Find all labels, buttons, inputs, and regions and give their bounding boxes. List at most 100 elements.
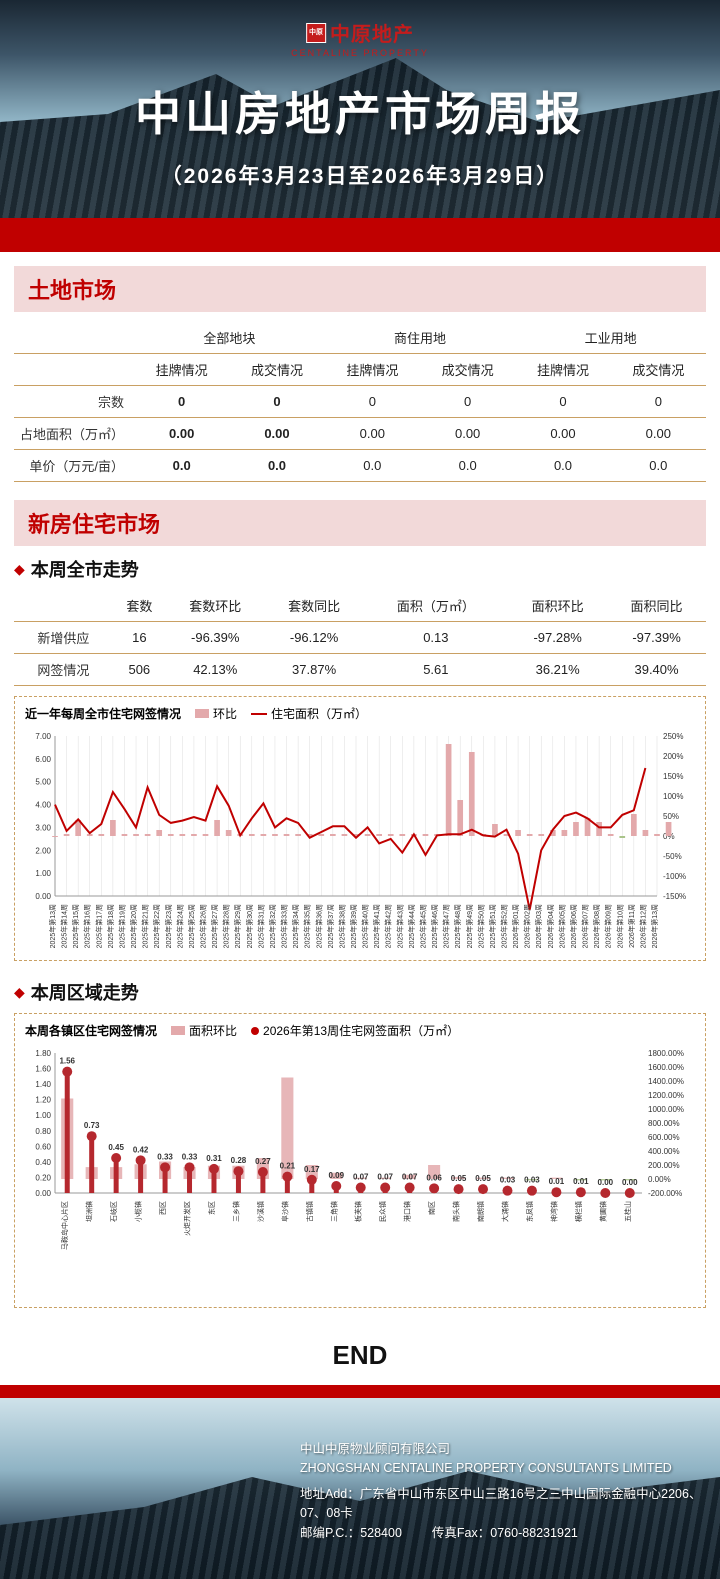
svg-text:0.40: 0.40 <box>35 1158 51 1167</box>
weekly-line-chart-box: 近一年每周全市住宅网签情况 环比 住宅面积（万㎡） 0.00 1.00 2.00 3.… <box>14 696 706 961</box>
svg-text:1.56: 1.56 <box>59 1057 75 1066</box>
wow-legend-swatch <box>195 709 209 718</box>
svg-text:2026年第06周: 2026年第06周 <box>569 904 578 948</box>
svg-text:0.00: 0.00 <box>598 1178 614 1187</box>
svg-text:0.60: 0.60 <box>35 1142 51 1151</box>
svg-text:0.01: 0.01 <box>549 1177 565 1186</box>
svg-text:2025年第48周: 2025年第48周 <box>453 904 462 948</box>
svg-text:0.21: 0.21 <box>280 1162 296 1171</box>
svg-text:西区: 西区 <box>159 1201 167 1215</box>
weekly-line-chart[interactable]: 0.00 1.00 2.00 3.00 4.00 5.00 6.00 7.00 250% 200%… <box>25 726 697 956</box>
svg-text:2025年第49周: 2025年第49周 <box>465 904 474 948</box>
svg-text:2026年第09周: 2026年第09周 <box>604 904 613 948</box>
svg-text:2026年第12周: 2026年第12周 <box>638 904 647 948</box>
svg-text:0.73: 0.73 <box>84 1121 100 1130</box>
svg-text:0.33: 0.33 <box>182 1152 198 1161</box>
area-legend-swatch <box>251 713 267 715</box>
svg-text:横栏镇: 横栏镇 <box>574 1201 583 1222</box>
table-row-signed-status: 网签情况 506 42.13% 37.87% 5.61 36.21% 39.40… <box>14 654 706 686</box>
svg-text:0.17: 0.17 <box>304 1165 320 1174</box>
svg-text:0.20: 0.20 <box>35 1173 51 1182</box>
svg-text:2025年第47周: 2025年第47周 <box>442 904 451 948</box>
end-divider <box>0 1385 720 1398</box>
svg-text:0.28: 0.28 <box>231 1156 247 1165</box>
svg-text:2025年第24周: 2025年第24周 <box>175 904 184 948</box>
svg-text:2025年第31周: 2025年第31周 <box>256 904 265 948</box>
svg-text:0.03: 0.03 <box>524 1176 540 1185</box>
svg-text:古镇镇: 古镇镇 <box>305 1201 314 1222</box>
land-market-title: 土地市场 <box>14 266 706 312</box>
report-header: 中原 中原地产 CENTALINE PROPERTY 中山房地产市场周报 （20… <box>0 0 720 218</box>
svg-text:200%: 200% <box>663 752 683 761</box>
svg-text:2026年第08周: 2026年第08周 <box>592 904 601 948</box>
svg-text:200.00%: 200.00% <box>648 1161 680 1170</box>
header-divider <box>0 218 720 252</box>
table-row-new-supply: 新增供应 16 -96.39% -96.12% 0.13 -97.28% -97… <box>14 622 706 654</box>
svg-text:2025年第13周: 2025年第13周 <box>48 904 57 948</box>
svg-text:0.00: 0.00 <box>35 892 51 901</box>
weekly-trend-heading: ◆ 本周全市走势 <box>14 556 720 582</box>
svg-text:坦洲镇: 坦洲镇 <box>85 1201 94 1222</box>
svg-text:黄圃镇: 黄圃镇 <box>598 1201 607 1222</box>
svg-text:800.00%: 800.00% <box>648 1119 680 1128</box>
svg-text:100%: 100% <box>663 792 683 801</box>
svg-text:5.00: 5.00 <box>35 778 51 787</box>
svg-text:0.05: 0.05 <box>451 1174 467 1183</box>
land-table-row-area: 占地面积（万㎡） 0.00 0.00 0.00 0.00 0.00 0.00 <box>14 418 706 450</box>
svg-text:250%: 250% <box>663 732 683 741</box>
svg-text:0.31: 0.31 <box>206 1154 222 1163</box>
footer-company-info: 中山中原物业顾问有限公司 ZHONGSHAN CENTALINE PROPERT… <box>300 1440 720 1543</box>
svg-text:石岐区: 石岐区 <box>109 1201 118 1222</box>
svg-text:50%: 50% <box>663 812 679 821</box>
svg-text:4.00: 4.00 <box>35 801 51 810</box>
svg-text:2025年第18周: 2025年第18周 <box>106 904 115 948</box>
svg-text:0.00: 0.00 <box>622 1178 638 1187</box>
svg-text:0.01: 0.01 <box>573 1177 589 1186</box>
svg-text:2025年第20周: 2025年第20周 <box>129 904 138 948</box>
svg-text:2026年第13周: 2026年第13周 <box>650 904 659 948</box>
svg-text:2025年第33周: 2025年第33周 <box>280 904 289 948</box>
svg-text:150%: 150% <box>663 772 683 781</box>
svg-text:2025年第46周: 2025年第46周 <box>430 904 439 948</box>
svg-text:6.00: 6.00 <box>35 755 51 764</box>
company-logo: 中原 中原地产 CENTALINE PROPERTY <box>291 18 429 58</box>
svg-text:2026年第01周: 2026年第01周 <box>511 904 520 948</box>
region-trend-heading: ◆ 本周区域走势 <box>14 979 720 1005</box>
svg-text:2025年第42周: 2025年第42周 <box>384 904 393 948</box>
svg-text:0.27: 0.27 <box>255 1157 271 1166</box>
svg-text:2026年第11周: 2026年第11周 <box>627 904 636 948</box>
svg-text:2025年第38周: 2025年第38周 <box>337 904 346 948</box>
line-chart-legend: 近一年每周全市住宅网签情况 环比 住宅面积（万㎡） <box>25 705 695 722</box>
svg-text:2025年第35周: 2025年第35周 <box>303 904 312 948</box>
svg-text:板芙镇: 板芙镇 <box>354 1201 363 1222</box>
region-bar-chart[interactable]: 0.00 0.20 0.40 0.60 0.80 1.00 1.20 1.40 1.60 1.80… <box>25 1043 697 1303</box>
svg-text:民众镇: 民众镇 <box>378 1201 387 1222</box>
svg-text:2025年第21周: 2025年第21周 <box>141 904 150 948</box>
svg-text:2026年第07周: 2026年第07周 <box>581 904 590 948</box>
svg-text:1.00: 1.00 <box>35 1111 51 1120</box>
svg-text:0.45: 0.45 <box>108 1143 124 1152</box>
page-title: 中山房地产市场周报 <box>0 78 720 144</box>
svg-text:2025年第28周: 2025年第28周 <box>222 904 231 948</box>
svg-text:1400.00%: 1400.00% <box>648 1077 684 1086</box>
svg-text:0.09: 0.09 <box>328 1171 344 1180</box>
svg-text:600.00%: 600.00% <box>648 1133 680 1142</box>
svg-text:2.00: 2.00 <box>35 846 51 855</box>
diamond-icon: ◆ <box>14 561 25 578</box>
area-value-legend-swatch <box>251 1027 259 1035</box>
svg-text:1600.00%: 1600.00% <box>648 1063 684 1072</box>
svg-text:-200.00%: -200.00% <box>648 1189 682 1198</box>
svg-text:大涌镇: 大涌镇 <box>500 1201 509 1222</box>
svg-text:2025年第23周: 2025年第23周 <box>164 904 173 948</box>
svg-text:2025年第50周: 2025年第50周 <box>476 904 485 948</box>
new-house-market-title: 新房住宅市场 <box>14 500 706 546</box>
svg-text:三角镇: 三角镇 <box>329 1201 338 1222</box>
svg-text:2025年第32周: 2025年第32周 <box>268 904 277 948</box>
svg-text:1.20: 1.20 <box>35 1096 51 1105</box>
svg-text:3.00: 3.00 <box>35 823 51 832</box>
svg-text:1.00: 1.00 <box>35 869 51 878</box>
svg-text:2025年第26周: 2025年第26周 <box>199 904 208 948</box>
svg-text:-100%: -100% <box>663 872 686 881</box>
svg-text:1.60: 1.60 <box>35 1065 51 1074</box>
svg-text:2026年第04周: 2026年第04周 <box>546 904 555 948</box>
